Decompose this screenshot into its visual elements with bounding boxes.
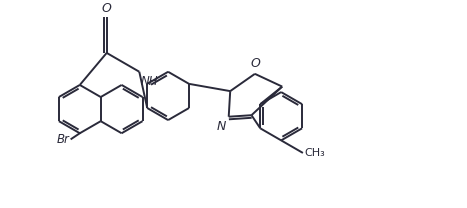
Text: Br: Br (57, 133, 70, 146)
Text: O: O (102, 2, 112, 15)
Text: O: O (251, 57, 261, 70)
Text: CH₃: CH₃ (305, 148, 325, 158)
Text: NH: NH (141, 74, 159, 88)
Text: N: N (217, 120, 226, 132)
